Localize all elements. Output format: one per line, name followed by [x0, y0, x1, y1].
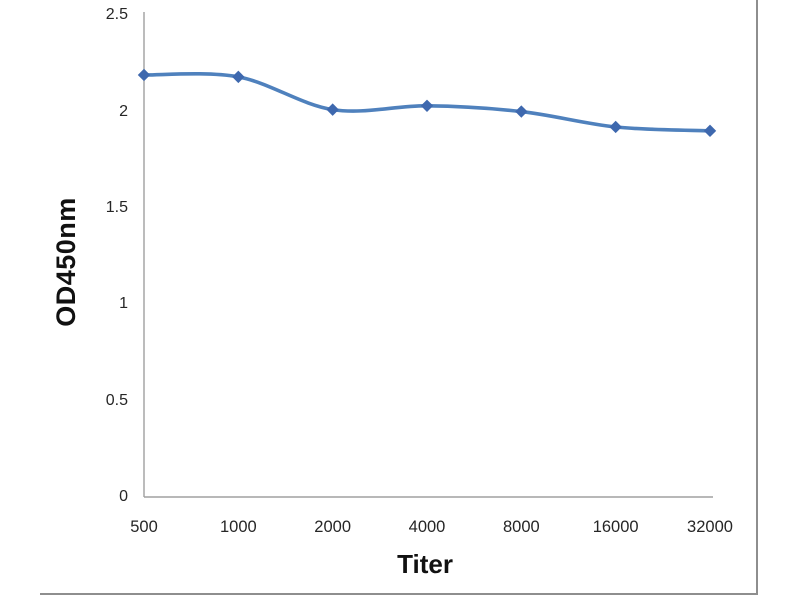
- x-tick-label: 2000: [314, 518, 352, 536]
- data-point-marker-32000: [703, 124, 717, 138]
- x-tick-label: 16000: [592, 518, 639, 536]
- x-tick-label: 4000: [408, 518, 446, 536]
- y-tick-label: 2.5: [105, 6, 128, 24]
- data-point-marker-16000: [609, 120, 622, 134]
- y-tick-label: 1.5: [105, 198, 128, 216]
- data-point-marker-4000: [420, 99, 434, 112]
- x-tick-label: 500: [130, 518, 158, 536]
- y-tick-label: 1: [119, 295, 128, 313]
- data-point-marker-500: [137, 68, 151, 82]
- data-point-marker-2000: [326, 103, 339, 116]
- data-point-marker-8000: [515, 105, 528, 118]
- x-axis-title: Titer: [397, 549, 453, 579]
- y-tick-label: 0: [119, 488, 128, 505]
- x-tick-label: 32000: [687, 518, 733, 536]
- x-tick-label: 1000: [219, 518, 257, 536]
- y-tick-label: 2: [119, 102, 128, 120]
- y-axis-title: OD450nm: [51, 197, 81, 327]
- y-tick-label: 0.5: [105, 391, 128, 409]
- x-tick-label: 8000: [502, 518, 540, 536]
- image-border-right: [756, 0, 758, 594]
- image-border-bottom: [40, 593, 758, 595]
- data-point-marker-1000: [232, 70, 245, 84]
